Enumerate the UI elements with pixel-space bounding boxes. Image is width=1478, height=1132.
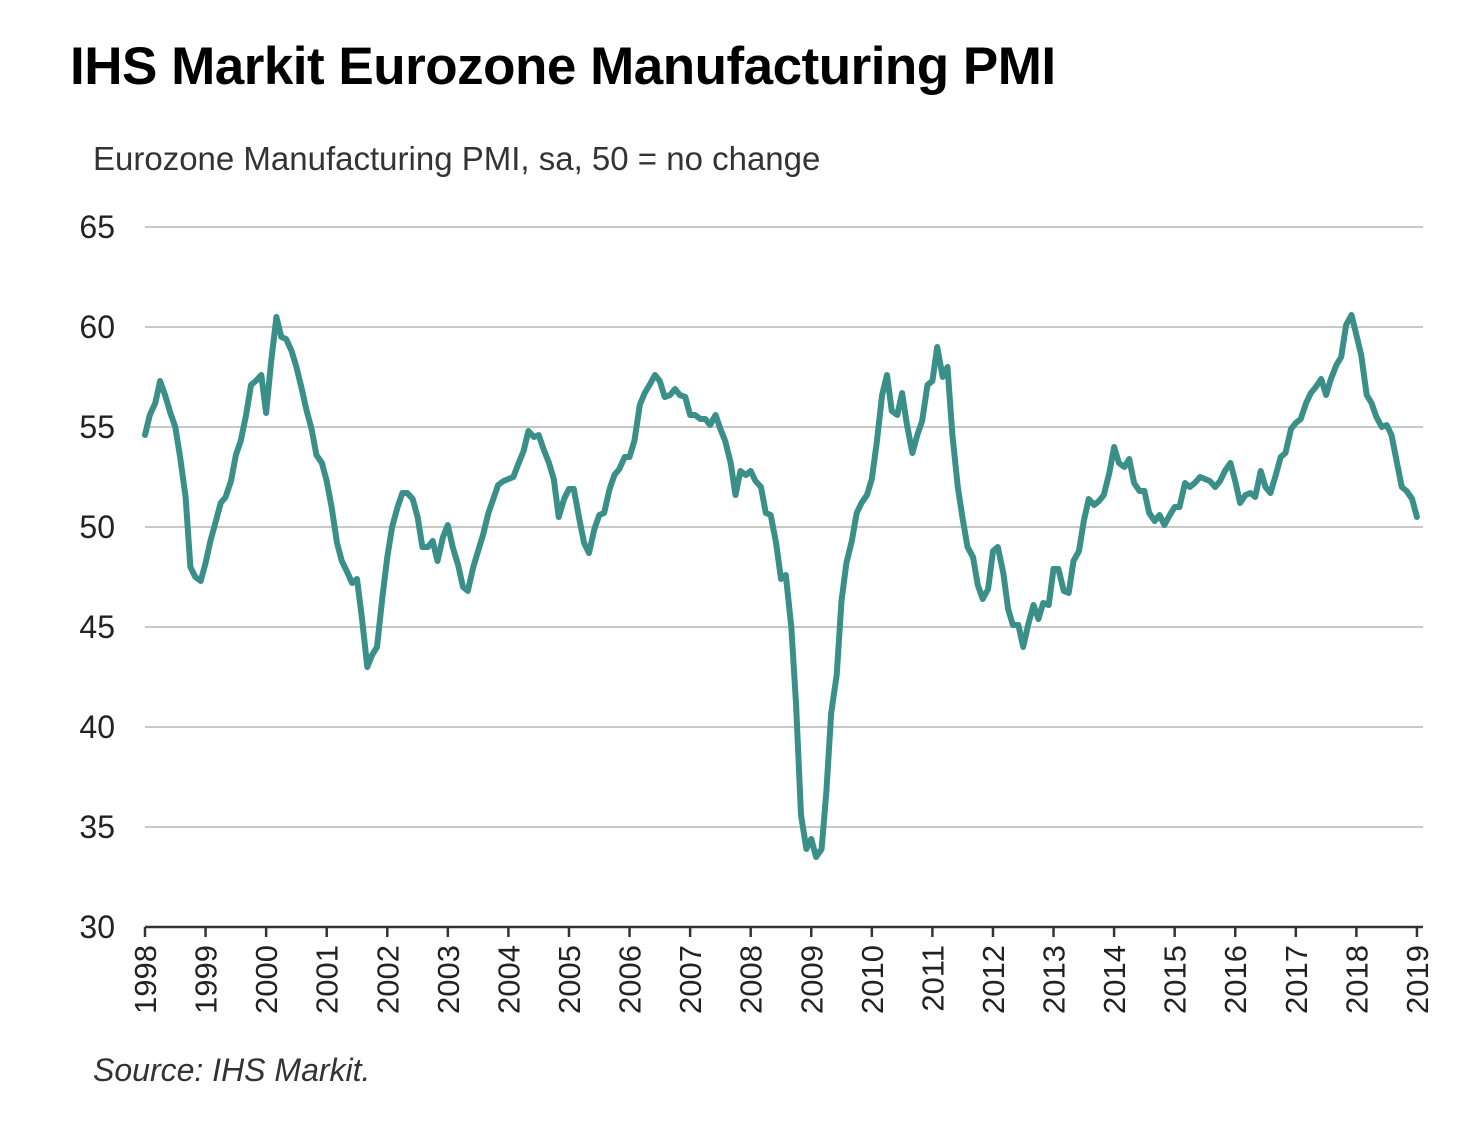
x-tick-label: 2013 — [1037, 945, 1072, 1014]
y-tick-label: 60 — [79, 309, 115, 345]
series-layer — [142, 312, 1420, 860]
gridlines — [145, 226, 1423, 828]
x-tick-label: 2003 — [431, 945, 466, 1014]
x-axis-tick-labels: 1998 1999 2000 2001 2002 2003 2004 2005 2006 2007… — [128, 945, 1435, 1014]
source-note: Source: IHS Markit. — [93, 1052, 371, 1088]
y-tick-label: 65 — [79, 209, 115, 245]
chart-subtitle: Eurozone Manufacturing PMI, sa, 50 = no … — [93, 140, 821, 177]
series-line-0 — [142, 312, 1420, 860]
y-tick-label: 40 — [79, 709, 115, 745]
x-tick-label: 2000 — [249, 945, 284, 1014]
x-tick-label: 2002 — [370, 945, 405, 1014]
x-tick-label: 2005 — [552, 945, 587, 1014]
x-tick-label: 2004 — [491, 945, 526, 1014]
x-tick-label: 2007 — [673, 945, 708, 1014]
x-tick-label: 2015 — [1158, 945, 1193, 1014]
x-tick-label: 2011 — [915, 945, 950, 1012]
x-tick-label: 2019 — [1400, 945, 1435, 1014]
x-tick-label: 2014 — [1097, 945, 1132, 1014]
chart-title: IHS Markit Eurozone Manufacturing PMI — [70, 37, 1056, 96]
y-tick-label: 35 — [79, 809, 115, 845]
x-tick-label: 2006 — [613, 945, 648, 1014]
x-tick-label: 2010 — [855, 945, 890, 1014]
x-tick-label: 1999 — [189, 945, 224, 1014]
x-tick-label: 2017 — [1279, 945, 1314, 1014]
x-tick-label: 2001 — [310, 945, 345, 1014]
x-tick-label: 2009 — [794, 945, 829, 1014]
x-tick-label: 2012 — [976, 945, 1011, 1014]
x-tick-label: 2008 — [734, 945, 769, 1014]
y-axis-tick-labels: 30 35 40 45 50 55 60 65 — [79, 209, 115, 945]
y-tick-label: 55 — [79, 409, 115, 445]
y-tick-label: 45 — [79, 609, 115, 645]
x-axis — [143, 925, 1423, 937]
y-tick-label: 50 — [79, 509, 115, 545]
x-tick-label: 2016 — [1218, 945, 1253, 1014]
y-tick-label: 30 — [79, 909, 115, 945]
x-tick-label: 2018 — [1339, 945, 1374, 1014]
x-tick-label: 1998 — [128, 945, 163, 1014]
